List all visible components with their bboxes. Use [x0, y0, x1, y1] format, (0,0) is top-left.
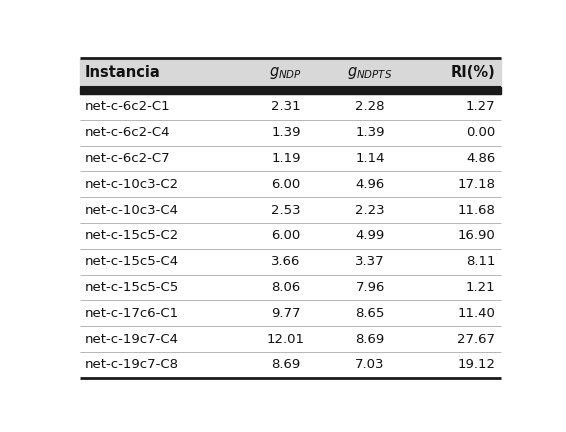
- Bar: [79, 120, 501, 146]
- Text: 2.23: 2.23: [355, 203, 385, 217]
- Text: 8.69: 8.69: [355, 333, 385, 346]
- Text: 4.99: 4.99: [355, 229, 385, 242]
- Bar: [79, 87, 501, 94]
- Text: net-c-17c6-C1: net-c-17c6-C1: [85, 307, 179, 320]
- Text: 11.68: 11.68: [457, 203, 495, 217]
- Bar: [79, 249, 501, 275]
- Text: net-c-6c2-C4: net-c-6c2-C4: [85, 126, 170, 139]
- Bar: [79, 58, 501, 87]
- Text: 1.27: 1.27: [466, 101, 495, 114]
- Text: 3.66: 3.66: [271, 255, 301, 268]
- Text: 1.39: 1.39: [271, 126, 301, 139]
- Bar: [79, 326, 501, 352]
- Text: 6.00: 6.00: [271, 178, 301, 191]
- Text: 7.03: 7.03: [355, 359, 385, 372]
- Text: 11.40: 11.40: [457, 307, 495, 320]
- Text: net-c-19c7-C4: net-c-19c7-C4: [85, 333, 179, 346]
- Text: 1.14: 1.14: [355, 152, 385, 165]
- Bar: [79, 352, 501, 378]
- Text: 19.12: 19.12: [457, 359, 495, 372]
- Text: 27.67: 27.67: [457, 333, 495, 346]
- Text: 1.39: 1.39: [355, 126, 385, 139]
- Text: 8.65: 8.65: [355, 307, 385, 320]
- Text: 2.31: 2.31: [271, 101, 301, 114]
- Text: net-c-15c5-C2: net-c-15c5-C2: [85, 229, 179, 242]
- Text: 17.18: 17.18: [457, 178, 495, 191]
- Text: net-c-19c7-C8: net-c-19c7-C8: [85, 359, 179, 372]
- Bar: [79, 146, 501, 172]
- Text: 16.90: 16.90: [458, 229, 495, 242]
- Bar: [79, 223, 501, 249]
- Text: 0.00: 0.00: [466, 126, 495, 139]
- Text: 1.19: 1.19: [271, 152, 301, 165]
- Text: RI(%): RI(%): [451, 65, 495, 80]
- Bar: [79, 172, 501, 197]
- Text: 7.96: 7.96: [355, 281, 385, 294]
- Text: net-c-10c3-C2: net-c-10c3-C2: [85, 178, 179, 191]
- Bar: [79, 275, 501, 300]
- Text: 6.00: 6.00: [271, 229, 301, 242]
- Text: net-c-15c5-C5: net-c-15c5-C5: [85, 281, 179, 294]
- Text: 2.28: 2.28: [355, 101, 385, 114]
- Text: 9.77: 9.77: [271, 307, 301, 320]
- Bar: [79, 197, 501, 223]
- Text: 8.11: 8.11: [466, 255, 495, 268]
- Text: 4.86: 4.86: [466, 152, 495, 165]
- Text: 1.21: 1.21: [466, 281, 495, 294]
- Text: net-c-6c2-C1: net-c-6c2-C1: [85, 101, 170, 114]
- Text: 4.96: 4.96: [355, 178, 385, 191]
- Text: 8.69: 8.69: [271, 359, 301, 372]
- Bar: [79, 94, 501, 120]
- Text: 2.53: 2.53: [271, 203, 301, 217]
- Text: 3.37: 3.37: [355, 255, 385, 268]
- Text: 12.01: 12.01: [267, 333, 305, 346]
- Text: Instancia: Instancia: [85, 65, 161, 80]
- Text: net-c-15c5-C4: net-c-15c5-C4: [85, 255, 179, 268]
- Text: $g_{NDP}$: $g_{NDP}$: [269, 65, 302, 81]
- Text: 8.06: 8.06: [271, 281, 301, 294]
- Bar: [79, 300, 501, 326]
- Text: $g_{NDPTS}$: $g_{NDPTS}$: [348, 65, 393, 81]
- Text: net-c-6c2-C7: net-c-6c2-C7: [85, 152, 170, 165]
- Text: net-c-10c3-C4: net-c-10c3-C4: [85, 203, 179, 217]
